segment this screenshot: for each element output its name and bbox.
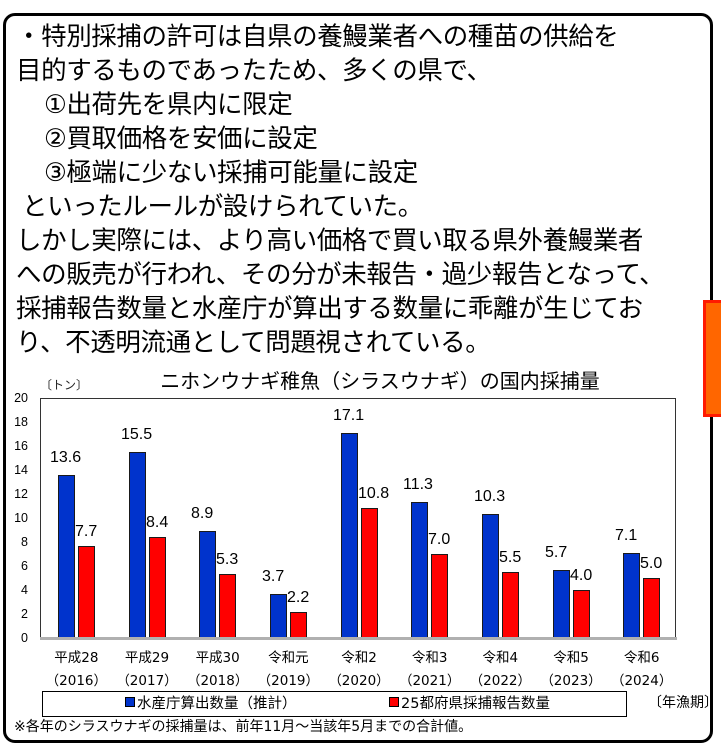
orange-callout-box: [703, 300, 721, 417]
bar-blue: [270, 593, 287, 638]
legend-label: 25都府県採捕報告数量: [401, 696, 550, 712]
data-label: 10.3: [474, 488, 506, 506]
bar-blue: [129, 452, 146, 638]
data-label: 5.7: [545, 543, 568, 561]
text-line: ・特別採捕の許可は自県の養鰻業者への種苗の供給を: [16, 22, 619, 52]
data-label: 7.0: [428, 531, 451, 548]
bar-blue: [411, 502, 428, 638]
bar-blue: [199, 531, 216, 638]
y-tick-label: 4: [21, 583, 28, 597]
data-label: 11.3: [403, 476, 433, 494]
text-line-rule-1: ①出荷先を県内に限定: [44, 90, 293, 120]
bar-red: [502, 572, 519, 638]
text-line: といったルールが設けられていた。: [22, 192, 423, 222]
x-tick-label-era: 令和3: [411, 650, 448, 666]
y-tick-label: 2: [21, 607, 28, 621]
x-tick-label-year: （2022）: [469, 673, 531, 689]
y-tick-label: 16: [14, 439, 28, 453]
x-tick-label-year: （2020）: [328, 673, 390, 689]
y-tick-label: 12: [14, 487, 28, 501]
text-line-rule-2: ②買取価格を安価に設定: [44, 124, 318, 154]
data-label: 3.7: [262, 567, 285, 585]
text-line-rule-3: ③極端に少ない採捕可能量に設定: [44, 158, 418, 188]
text-line: 採捕報告数量と水産庁が算出する数量に乖離が生じてお: [16, 294, 643, 324]
x-tick-label-era: 平成30: [195, 650, 240, 666]
text-line: 目的するものであったため、多くの県で、: [16, 56, 492, 86]
x-tick-label-era: 平成28: [54, 650, 99, 666]
x-tick-label-year: （2018）: [186, 673, 249, 689]
bar-blue: [341, 432, 358, 638]
bar-red: [431, 554, 448, 638]
x-tick-label-era: 令和4: [482, 650, 519, 666]
data-label: 8.9: [191, 505, 214, 523]
chart-legend: 水産庁算出数量（推計） 25都府県採捕報告数量: [42, 691, 627, 717]
legend-item-blue: 水産庁算出数量（推計）: [125, 695, 297, 713]
bar-red: [643, 578, 660, 638]
x-tick-label-year: （2023）: [540, 673, 602, 689]
data-label: 2.2: [287, 588, 310, 606]
content-panel: [3, 13, 713, 743]
y-tick-label: 8: [21, 535, 28, 549]
x-tick-label-year: （2017）: [116, 673, 178, 689]
y-tick-label: 10: [14, 511, 28, 525]
x-tick-label-era: 令和6: [623, 650, 660, 666]
data-label: 4.0: [570, 567, 593, 584]
bar-red: [78, 545, 95, 638]
y-tick-label: 6: [21, 559, 28, 573]
bar-blue: [623, 552, 640, 638]
description-text: ・特別採捕の許可は自県の養鰻業者への種苗の供給を 目的するものであったため、多く…: [16, 20, 706, 360]
chart-title: ニホンウナギ稚魚（シラスウナギ）の国内採捕量: [160, 369, 600, 393]
data-label: 13.6: [50, 448, 82, 466]
data-label: 10.8: [358, 485, 390, 503]
y-tick-label: 14: [14, 463, 28, 477]
data-label: 5.5: [499, 549, 522, 566]
legend-item-red: 25都府県採捕報告数量: [389, 695, 550, 713]
data-label: 8.4: [146, 514, 169, 532]
bar-blue: [482, 514, 499, 638]
legend-swatch-red-icon: [389, 697, 399, 707]
text-line: り、不透明流通として問題視されている。: [16, 328, 491, 358]
y-tick-label: 0: [21, 631, 28, 645]
x-tick-label-era: 令和2: [341, 650, 377, 666]
bar-blue: [58, 474, 75, 638]
bar-red: [290, 611, 307, 638]
x-tick-label-year: （2016）: [45, 673, 107, 689]
text-line: しかし実際には、より高い価格で買い取る県外養鰻業者: [16, 226, 643, 256]
x-axis-line: [40, 637, 677, 640]
data-label: 5.3: [216, 551, 239, 569]
data-label: 7.7: [75, 522, 98, 540]
x-tick-label-era: 令和5: [553, 650, 589, 666]
data-label: 17.1: [333, 406, 365, 424]
text-line: への販売が行われ、その分が未報告・過少報告となって、: [16, 260, 665, 290]
x-tick-label-year: （2024）: [610, 673, 673, 689]
y-axis-unit-label: 〔トン〕: [40, 378, 89, 392]
bar-red: [361, 508, 378, 638]
x-tick-label-era: 平成29: [124, 650, 170, 666]
bar-red: [149, 537, 166, 638]
plot-area: [40, 398, 676, 638]
legend-swatch-blue-icon: [125, 697, 135, 707]
legend-label: 水産庁算出数量（推計）: [137, 696, 297, 712]
bar-blue: [553, 569, 570, 638]
bar-red: [219, 574, 236, 638]
x-axis-unit-label: 〔年漁期〕: [648, 695, 718, 711]
chart-footnote: ※各年のシラスウナギの採捕量は、前年11月～当該年5月までの合計値。: [14, 719, 473, 735]
data-label: 15.5: [121, 426, 153, 443]
x-tick-label-year: （2019）: [257, 673, 319, 689]
data-label: 5.0: [640, 555, 663, 572]
data-label: 7.1: [615, 526, 638, 544]
bar-red: [573, 590, 590, 638]
x-tick-label-era: 令和元: [268, 650, 309, 666]
x-tick-label-year: （2021）: [398, 673, 461, 689]
y-tick-label: 20: [14, 391, 28, 405]
y-tick-label: 18: [14, 415, 28, 429]
